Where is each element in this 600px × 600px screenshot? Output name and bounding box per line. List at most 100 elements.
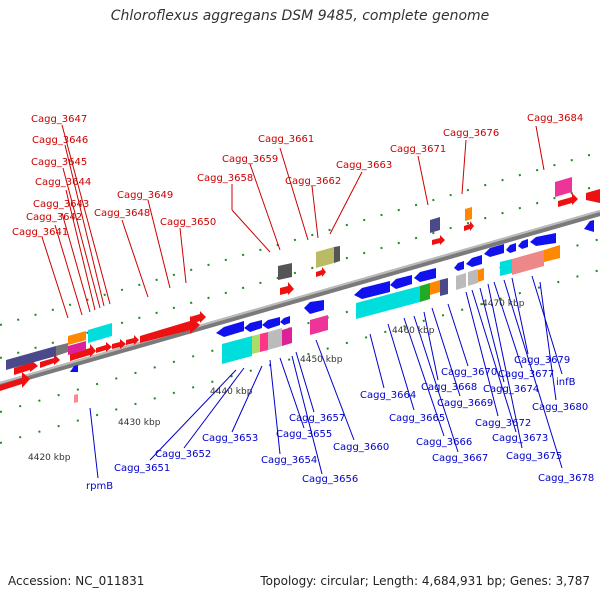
gene-label: Cagg_3669 <box>437 398 493 409</box>
feature-box <box>252 334 260 354</box>
feature-box <box>68 331 86 345</box>
bottom-leaders <box>89 275 563 479</box>
gene-label: Cagg_3657 <box>289 413 345 424</box>
gene-label: rpmB <box>86 481 113 492</box>
gene-arrow <box>414 268 436 282</box>
gene-arrow <box>40 354 60 368</box>
gene-label: Cagg_3649 <box>117 190 173 201</box>
gene-label: Cagg_3654 <box>261 455 317 466</box>
gene-label: Cagg_3644 <box>35 177 91 188</box>
gene-arrow <box>304 300 324 314</box>
gene-arrow <box>518 239 528 249</box>
feature-box <box>555 177 572 197</box>
gene-label: Cagg_3648 <box>94 208 150 219</box>
feature-box <box>222 336 252 364</box>
gene-label: Cagg_3658 <box>197 173 253 184</box>
gene-label: Cagg_3641 <box>12 227 68 238</box>
gene-arrow <box>190 311 206 324</box>
gene-arrow <box>466 255 482 267</box>
gene-label: Cagg_3673 <box>492 433 548 444</box>
scale-label-4460: 4460 kbp <box>392 326 435 336</box>
gene-arrow <box>390 275 412 289</box>
feature-box <box>74 394 78 403</box>
gene-arrow <box>262 317 280 329</box>
gene-label: Cagg_3659 <box>222 154 278 165</box>
feature-box <box>356 286 420 319</box>
gene-label: Cagg_3651 <box>114 463 170 474</box>
feature-box <box>430 280 440 295</box>
gene-arrow <box>70 365 78 372</box>
gene-arrow <box>96 342 112 353</box>
top-gene-labels: Cagg_3641 Cagg_3642 Cagg_3643 Cagg_3644 … <box>12 113 583 238</box>
gene-label: Cagg_3664 <box>360 390 416 401</box>
scale-label-4440: 4440 kbp <box>210 387 253 397</box>
gene-arrow <box>530 233 556 246</box>
feature-box <box>278 263 292 280</box>
gene-arrow <box>14 359 38 375</box>
gene-label: Cagg_3647 <box>31 114 87 125</box>
gene-label: Cagg_3652 <box>155 449 211 460</box>
accession-text: Accession: NC_011831 <box>8 574 145 588</box>
gene-arrow <box>0 372 30 391</box>
gene-label: Cagg_3667 <box>432 453 488 464</box>
scale-label-4420: 4420 kbp <box>28 453 71 463</box>
feature-box <box>6 346 56 370</box>
feature-box <box>468 269 478 286</box>
gene-label: Cagg_3656 <box>302 474 358 485</box>
gene-label: Cagg_3660 <box>333 442 389 453</box>
gene-label: Cagg_3677 <box>498 369 554 380</box>
gene-label: Cagg_3674 <box>483 384 539 395</box>
gene-arrow <box>354 281 390 299</box>
gene-arrow <box>126 335 139 345</box>
gene-arrow <box>584 220 594 232</box>
gene-label: Cagg_3671 <box>390 144 446 155</box>
gene-arrow <box>316 267 326 277</box>
gene-label: Cagg_3676 <box>443 128 499 139</box>
gene-label: Cagg_3646 <box>32 135 88 146</box>
gene-arrow <box>506 243 516 253</box>
gene-arrow <box>244 320 262 332</box>
forward-genes <box>0 189 600 391</box>
gene-label: Cagg_3668 <box>421 382 477 393</box>
feature-box <box>316 247 334 268</box>
feature-box <box>260 332 268 352</box>
scale-label-4450: 4450 kbp <box>300 355 343 365</box>
gene-label: Cagg_3675 <box>506 451 562 462</box>
gene-arrow <box>112 339 126 349</box>
feature-box <box>512 250 544 275</box>
gene-arrow <box>280 282 294 295</box>
reverse-genes <box>70 220 594 372</box>
feature-box <box>430 217 440 233</box>
gene-label: infB <box>556 377 576 388</box>
gene-label: Cagg_3665 <box>389 413 445 424</box>
gene-arrow <box>454 261 464 271</box>
gene-label: Cagg_3645 <box>31 157 87 168</box>
gene-label: Cagg_3661 <box>258 134 314 145</box>
feature-box <box>456 273 466 290</box>
gene-arrow <box>432 235 445 245</box>
gene-label: Cagg_3680 <box>532 402 588 413</box>
map-title: Chloroflexus aggregans DSM 9485, complet… <box>110 8 490 24</box>
gene-arrow <box>586 189 600 203</box>
gene-label: Cagg_3643 <box>33 199 89 210</box>
feature-box <box>544 245 560 262</box>
feature-box <box>68 341 86 355</box>
gene-label: Cagg_3670 <box>441 367 497 378</box>
gene-arrow <box>464 221 474 231</box>
scale-label-4470: 4470 kbp <box>482 299 525 309</box>
gene-arrow <box>70 344 96 361</box>
feature-box <box>420 283 430 302</box>
feature-box <box>268 328 282 350</box>
feature-box <box>56 343 68 356</box>
gene-label: Cagg_3662 <box>285 176 341 187</box>
gene-label: Cagg_3678 <box>538 473 594 484</box>
gene-arrow <box>484 244 504 257</box>
gene-label: Cagg_3672 <box>475 418 531 429</box>
feature-box <box>88 323 112 343</box>
feature-box <box>500 259 512 276</box>
gene-label: Cagg_3653 <box>202 433 258 444</box>
feature-box <box>282 327 292 346</box>
gene-arrow <box>140 316 200 343</box>
